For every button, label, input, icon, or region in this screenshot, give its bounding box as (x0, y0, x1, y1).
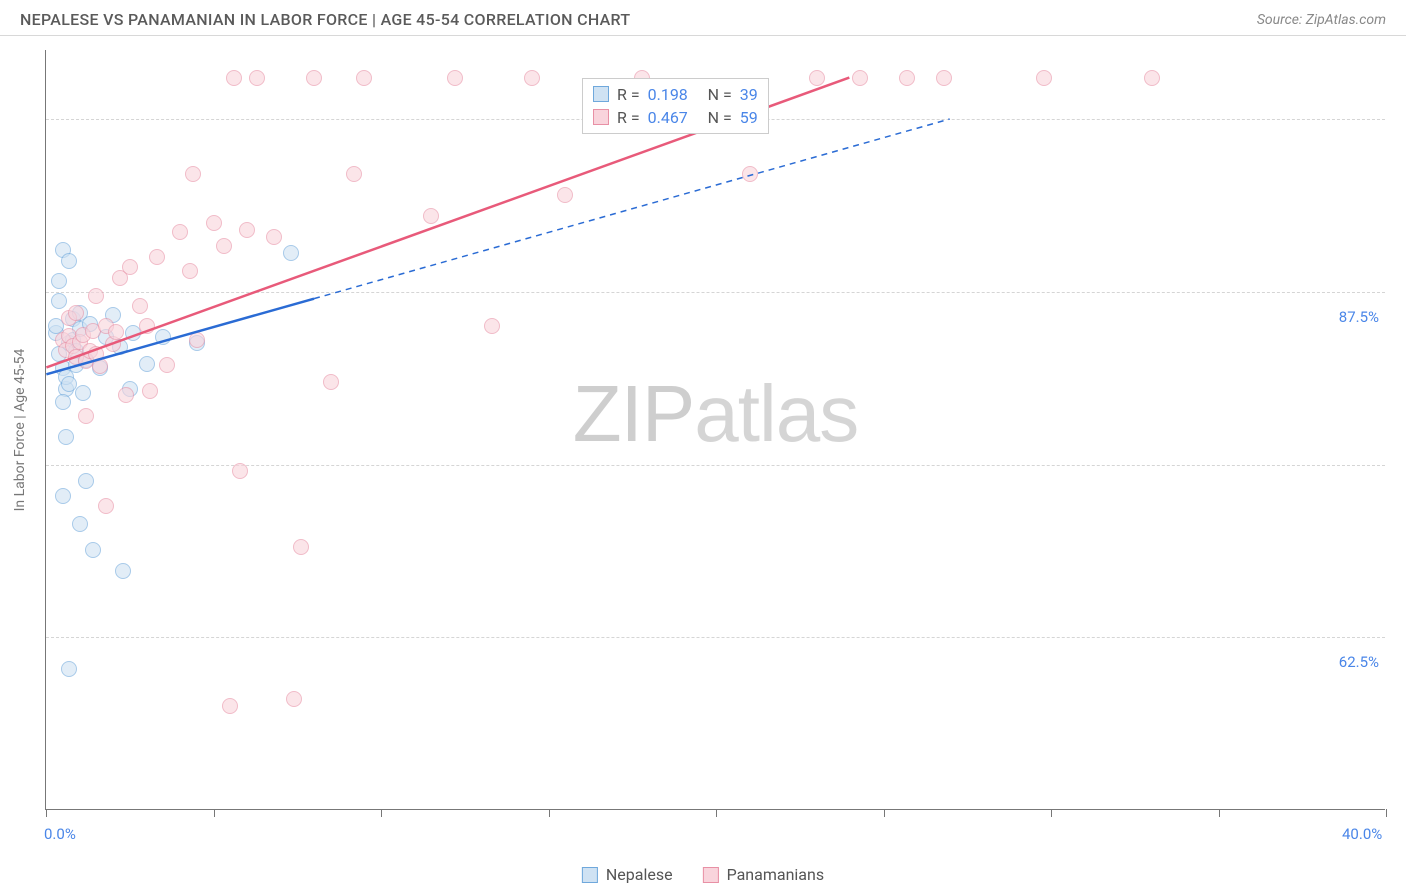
x-tick (46, 809, 47, 817)
legend-stat-row: R =0.198N =39 (593, 83, 758, 106)
data-point (185, 166, 201, 182)
data-point (226, 70, 242, 86)
data-point (85, 542, 101, 558)
y-axis-label: In Labor Force | Age 45-54 (12, 349, 28, 512)
data-point (78, 408, 94, 424)
gridline (46, 637, 1385, 638)
x-tick (549, 809, 550, 817)
data-point (936, 70, 952, 86)
data-point (88, 288, 104, 304)
data-point (293, 539, 309, 555)
data-point (72, 516, 88, 532)
data-point (239, 222, 255, 238)
data-point (108, 324, 124, 340)
data-point (159, 357, 175, 373)
data-point (51, 293, 67, 309)
data-point (484, 318, 500, 334)
data-point (68, 305, 84, 321)
data-point (557, 187, 573, 203)
data-point (149, 249, 165, 265)
legend-swatch (593, 109, 609, 125)
data-point (155, 329, 171, 345)
legend-label: Panamanians (727, 865, 825, 884)
data-point (283, 245, 299, 261)
data-point (132, 298, 148, 314)
x-tick (716, 809, 717, 817)
data-point (423, 208, 439, 224)
data-point (61, 253, 77, 269)
x-tick (884, 809, 885, 817)
data-point (122, 259, 138, 275)
scatter-chart: ZIPatlas R =0.198N =39R =0.467N =59 62.5… (45, 50, 1385, 810)
legend-stat-row: R =0.467N =59 (593, 106, 758, 129)
data-point (216, 238, 232, 254)
data-point (61, 661, 77, 677)
data-point (98, 498, 114, 514)
data-point (232, 463, 248, 479)
data-point (1144, 70, 1160, 86)
data-point (118, 387, 134, 403)
data-point (222, 698, 238, 714)
gridline (46, 465, 1385, 466)
x-tick-label: 40.0% (1342, 825, 1382, 843)
data-point (51, 273, 67, 289)
x-tick (1386, 809, 1387, 817)
data-point (346, 166, 362, 182)
data-point (306, 70, 322, 86)
y-tick-label: 62.5% (1333, 653, 1379, 671)
data-point (249, 70, 265, 86)
data-point (55, 394, 71, 410)
legend-item: Panamanians (703, 865, 825, 884)
legend-swatch (593, 86, 609, 102)
data-point (524, 70, 540, 86)
trend-lines (46, 50, 1385, 809)
data-point (78, 473, 94, 489)
data-point (92, 358, 108, 374)
data-point (189, 332, 205, 348)
correlation-legend: R =0.198N =39R =0.467N =59 (582, 78, 769, 134)
data-point (139, 356, 155, 372)
chart-header: NEPALESE VS PANAMANIAN IN LABOR FORCE | … (0, 0, 1406, 36)
data-point (142, 383, 158, 399)
data-point (266, 229, 282, 245)
data-point (75, 385, 91, 401)
data-point (115, 563, 131, 579)
data-point (55, 488, 71, 504)
data-point (852, 70, 868, 86)
gridline (46, 292, 1385, 293)
data-point (323, 374, 339, 390)
x-tick (214, 809, 215, 817)
data-point (286, 691, 302, 707)
data-point (172, 224, 188, 240)
data-point (1036, 70, 1052, 86)
data-point (742, 166, 758, 182)
data-point (809, 70, 825, 86)
data-point (139, 318, 155, 334)
data-point (206, 215, 222, 231)
data-point (899, 70, 915, 86)
legend-label: Nepalese (606, 865, 673, 884)
data-point (356, 70, 372, 86)
source-attribution: Source: ZipAtlas.com (1257, 12, 1386, 28)
data-point (182, 263, 198, 279)
x-tick (1051, 809, 1052, 817)
data-point (58, 429, 74, 445)
y-tick-label: 87.5% (1333, 308, 1379, 326)
x-tick-label: 0.0% (44, 825, 76, 843)
x-tick (1219, 809, 1220, 817)
series-legend: Nepalese Panamanians (582, 865, 824, 884)
legend-swatch (703, 867, 719, 883)
data-point (447, 70, 463, 86)
chart-title: NEPALESE VS PANAMANIAN IN LABOR FORCE | … (20, 10, 630, 29)
legend-swatch (582, 867, 598, 883)
x-tick (381, 809, 382, 817)
legend-item: Nepalese (582, 865, 673, 884)
watermark: ZIPatlas (573, 368, 858, 460)
